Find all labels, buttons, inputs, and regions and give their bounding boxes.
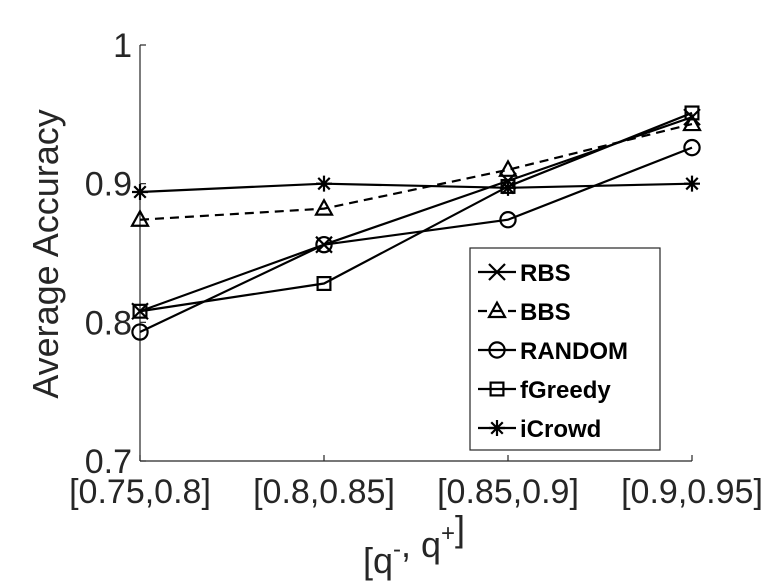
- data-point-fgreedy: [316, 276, 332, 292]
- legend-marker-bbs: [487, 300, 507, 319]
- y-tick-label: 0.7: [85, 443, 132, 481]
- x-tick-label: [0.9,0.95]: [621, 473, 763, 511]
- data-point-bbs: [498, 159, 518, 177]
- legend-item-icrowd: iCrowd: [478, 416, 601, 443]
- y-ticks: 0.7 0.8 0.9 1: [85, 27, 146, 481]
- data-point-random: [315, 235, 333, 254]
- legend-marker-fgreedy: [489, 381, 505, 397]
- data-point-fgreedy: [132, 303, 148, 319]
- data-point-bbs: [314, 197, 334, 216]
- series-icrowd: [132, 175, 700, 200]
- series-line-bbs: [139, 122, 693, 221]
- x-tick-label: [0.8,0.85]: [253, 473, 395, 511]
- series-layer: [130, 105, 702, 341]
- legend-label-random: RANDOM: [520, 338, 628, 365]
- series-random: [131, 138, 701, 341]
- legend-label-bbs: BBS: [520, 299, 571, 326]
- legend-item-random: RANDOM: [478, 338, 628, 365]
- legend-label-icrowd: iCrowd: [520, 416, 601, 443]
- x-ticks: [0.75,0.8] [0.8,0.85] [0.85,0.9] [0.9,0.95]: [69, 455, 763, 511]
- legend-marker-random: [488, 341, 506, 359]
- y-tick-label: 1: [113, 27, 132, 65]
- series-line-fgreedy: [139, 111, 693, 313]
- series-line-random: [139, 146, 693, 334]
- y-tick-label: 0.8: [85, 304, 132, 342]
- x-axis-label: [q-, q+]: [363, 508, 465, 581]
- data-point-fgreedy: [684, 105, 700, 121]
- legend-label-fgreedy: fGreedy: [520, 377, 611, 404]
- data-point-icrowd: [684, 175, 700, 192]
- legend: RBS BBS RANDOM fGreedy iCrowd: [469, 247, 661, 451]
- series-line-icrowd: [139, 182, 693, 194]
- y-axis-label: Average Accuracy: [25, 109, 66, 399]
- series-bbs: [130, 113, 702, 227]
- data-point-icrowd: [316, 175, 332, 192]
- x-tick-label: [0.75,0.8]: [69, 473, 211, 511]
- legend-marker-icrowd: [489, 420, 505, 436]
- y-tick-label: 0.9: [85, 166, 132, 204]
- data-point-bbs: [682, 113, 702, 132]
- legend-item-rbs: RBS: [478, 260, 571, 287]
- data-point-random: [499, 211, 517, 229]
- data-point-random: [131, 323, 149, 341]
- data-point-icrowd: [500, 179, 516, 196]
- data-point-icrowd: [132, 183, 148, 200]
- data-point-random: [683, 138, 701, 157]
- axes: [139, 45, 692, 462]
- x-tick-label: [0.85,0.9]: [437, 473, 579, 511]
- legend-item-fgreedy: fGreedy: [478, 377, 611, 404]
- legend-marker-rbs: [488, 263, 506, 281]
- legend-label-rbs: RBS: [520, 260, 571, 287]
- legend-item-bbs: BBS: [478, 299, 571, 326]
- data-point-bbs: [130, 209, 150, 227]
